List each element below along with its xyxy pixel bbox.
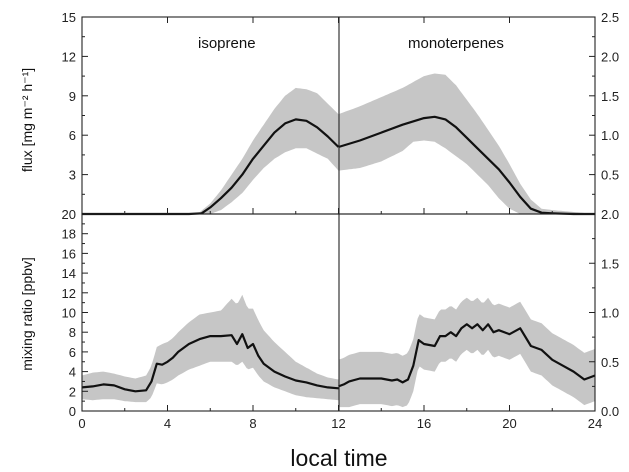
y2-tick-label-bottom-right: 1.5 — [601, 256, 619, 271]
y-tick-label-bottom: 18 — [62, 227, 76, 242]
y-tick-label-bottom: 2 — [69, 384, 76, 399]
y-tick-label-bottom: 10 — [62, 306, 76, 321]
y2-tick-label-bottom-right: 1.0 — [601, 306, 619, 321]
panel-label-monoterpenes: monoterpenes — [408, 35, 504, 52]
y-tick-label-top-left: 3 — [69, 168, 76, 183]
x-axis-label: local time — [290, 445, 387, 471]
y-tick-label-bottom: 8 — [69, 325, 76, 340]
y-tick-label-top-left: 9 — [69, 89, 76, 104]
y-tick-label-bottom: 16 — [62, 246, 76, 261]
y-tick-label-bottom: 4 — [69, 365, 76, 380]
x-tick-label: 0 — [78, 416, 85, 431]
y-tick-label-bottom: 6 — [69, 345, 76, 360]
y-tick-label-bottom: 12 — [62, 286, 76, 301]
y2-tick-label-top-right: 2.5 — [601, 10, 619, 25]
confidence-bands — [82, 73, 595, 408]
x-tick-label: 16 — [417, 416, 431, 431]
y-tick-label-bottom: 14 — [62, 266, 76, 281]
x-tick-label: 12 — [331, 416, 345, 431]
y-tick-label-bottom: 0 — [69, 404, 76, 419]
y2-tick-label-bottom-right: 0.0 — [601, 404, 619, 419]
isoprene-mixing-line — [81, 333, 339, 393]
y-tick-label-junction-left: 20 — [62, 207, 76, 222]
y2-tick-label-top-right: 2.0 — [601, 49, 619, 64]
monoterpenes-mixing-line — [338, 323, 596, 388]
x-tick-label: 8 — [249, 416, 256, 431]
y-tick-label-top-left: 15 — [62, 10, 76, 25]
x-tick-label: 4 — [164, 416, 171, 431]
axis-ticks — [81, 16, 596, 412]
monoterpenes-flux-band — [338, 73, 595, 214]
x-tick-label: 20 — [502, 416, 516, 431]
y-axis-label-flux: flux [mg m⁻² h⁻¹] — [19, 68, 35, 172]
y-axis-label-mixing-ratio: mixing ratio [ppbv] — [19, 257, 35, 371]
y2-tick-label-bottom-right: 0.5 — [601, 355, 619, 370]
y2-tick-label-junction-right: 2.0 — [601, 207, 619, 222]
monoterpenes-flux-line — [338, 115, 595, 216]
x-tick-label: 24 — [588, 416, 602, 431]
y2-tick-label-top-right: 0.5 — [601, 168, 619, 183]
monoterpenes-mixing-band — [338, 297, 595, 408]
y-tick-label-top-left: 6 — [69, 128, 76, 143]
y2-tick-label-top-right: 1.0 — [601, 128, 619, 143]
y2-tick-label-top-right: 1.5 — [601, 89, 619, 104]
y-tick-label-top-left: 12 — [62, 49, 76, 64]
isoprene-mixing-band — [82, 294, 339, 403]
isoprene-flux-band — [82, 87, 339, 214]
panel-label-isoprene: isoprene — [198, 35, 256, 52]
